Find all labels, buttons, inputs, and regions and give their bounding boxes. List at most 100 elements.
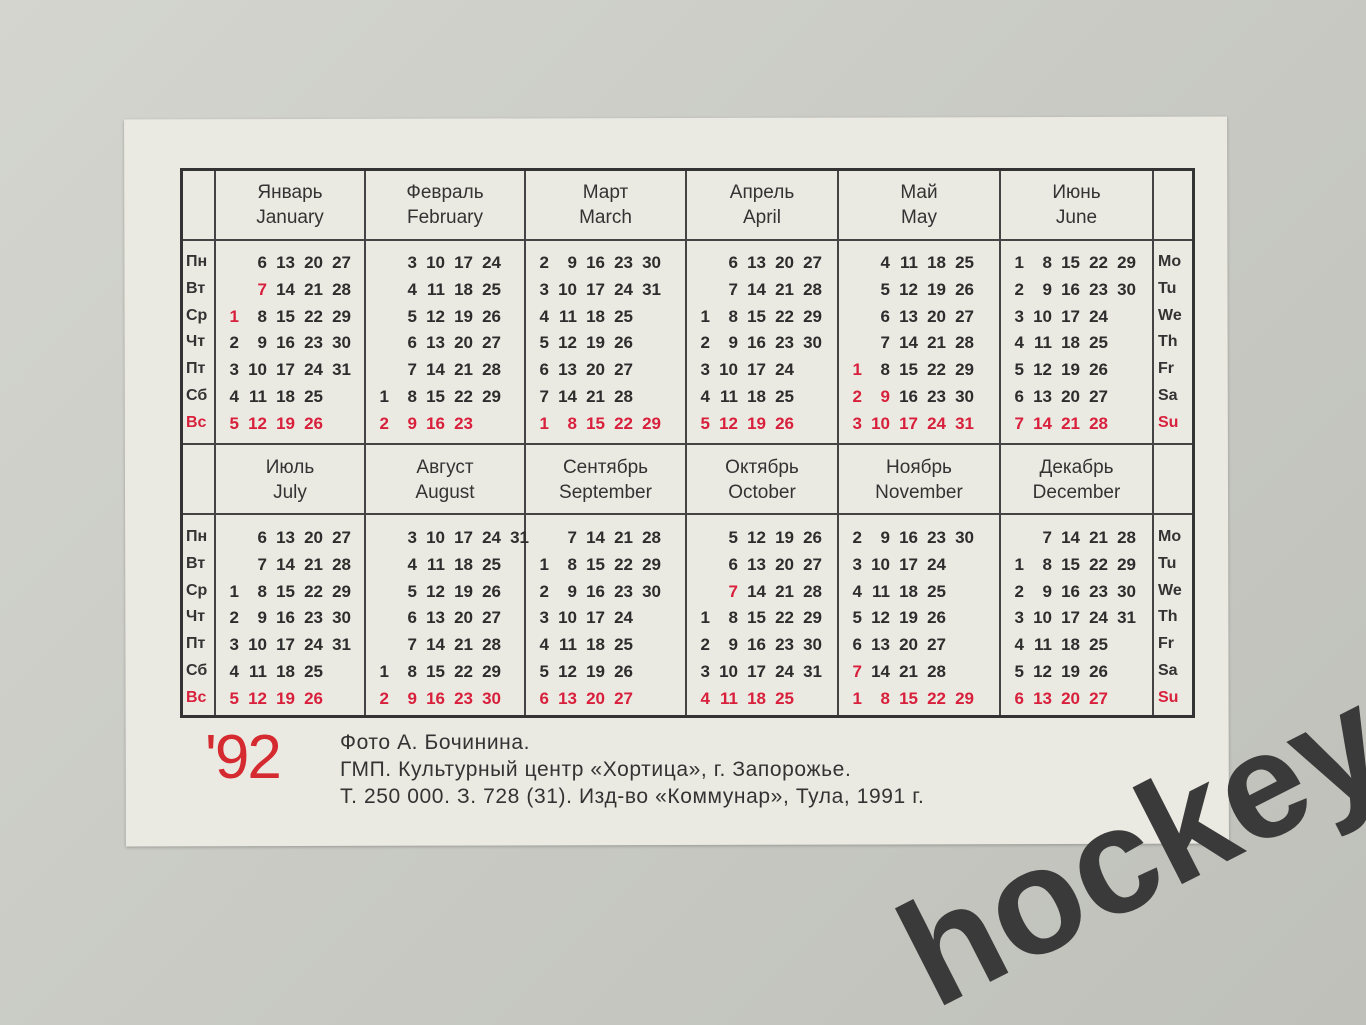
day-cell: 29 xyxy=(955,688,974,708)
day-cell: 14 xyxy=(276,554,295,574)
day-cell: 6 xyxy=(257,528,267,547)
day-cell: 25 xyxy=(614,635,633,655)
day-cell: 1 xyxy=(700,608,710,628)
day-cell: 20 xyxy=(304,528,323,547)
day-cell: 22 xyxy=(775,306,794,326)
day-cell: 15 xyxy=(899,688,918,708)
day-cell: 4 xyxy=(407,554,417,574)
day-cell: 25 xyxy=(1089,635,1108,655)
day-cell: 25 xyxy=(1089,333,1108,353)
day-cell: 11 xyxy=(720,387,738,406)
day-cell: 3 xyxy=(700,662,710,681)
day-cell: 28 xyxy=(1089,413,1108,433)
day-cell: 30 xyxy=(1117,581,1136,601)
day-cell: 3 xyxy=(852,413,862,433)
day-cell: 8 xyxy=(880,360,890,380)
day-cell: 4 xyxy=(229,387,239,406)
day-cell: 6 xyxy=(257,253,267,272)
day-cell: 11 xyxy=(1034,333,1052,353)
day-cell: 22 xyxy=(927,360,946,380)
day-cell: 20 xyxy=(1061,688,1080,708)
day-cell: 5 xyxy=(229,413,239,433)
day-cell: 28 xyxy=(642,528,661,547)
day-cell: 13 xyxy=(426,608,445,628)
day-cell: 1 xyxy=(379,662,389,681)
day-cell: 20 xyxy=(304,253,323,272)
day-cell: 18 xyxy=(276,387,295,406)
day-cell: 16 xyxy=(426,688,445,708)
day-cell: 11 xyxy=(427,279,445,299)
day-cell: 14 xyxy=(276,279,295,299)
day-cell: 1 xyxy=(539,554,549,574)
day-cell: 3 xyxy=(229,635,239,655)
weekday-ru: Вс xyxy=(186,413,207,431)
day-cell: 29 xyxy=(955,360,974,380)
day-cell: 4 xyxy=(229,662,239,681)
day-cell: 20 xyxy=(586,360,605,380)
day-cell: 12 xyxy=(248,413,267,433)
day-cell: 26 xyxy=(614,333,633,353)
day-cell: 12 xyxy=(1033,360,1052,380)
day-cell: 26 xyxy=(803,528,822,547)
day-cell: 18 xyxy=(1061,635,1080,655)
day-cell: 24 xyxy=(775,662,794,681)
weekday-ru: Чт xyxy=(186,608,206,626)
day-cell: 29 xyxy=(803,608,822,628)
day-cell: 23 xyxy=(927,528,946,547)
day-cell: 10 xyxy=(558,608,577,628)
day-cell: 31 xyxy=(510,528,529,547)
day-cell: 28 xyxy=(332,279,351,299)
weekday-en: Mo xyxy=(1158,528,1182,545)
day-cell: 17 xyxy=(747,360,766,380)
day-cell: 10 xyxy=(1033,608,1052,628)
day-cell: 12 xyxy=(558,333,577,353)
weekday-en: Tu xyxy=(1158,554,1177,572)
day-cell: 9 xyxy=(407,413,417,433)
day-cell: 17 xyxy=(899,413,918,433)
day-cell: 1 xyxy=(379,387,389,406)
day-cell: 17 xyxy=(586,279,605,299)
day-cell: 7 xyxy=(257,554,267,574)
day-cell: 8 xyxy=(407,662,417,681)
day-cell: 8 xyxy=(728,608,738,628)
day-cell: 21 xyxy=(775,581,794,601)
day-cell: 29 xyxy=(642,413,661,433)
day-cell: 21 xyxy=(927,333,946,353)
day-cell: 13 xyxy=(871,635,890,655)
day-cell: 10 xyxy=(719,360,738,380)
day-cell: 11 xyxy=(872,581,890,601)
day-cell: 14 xyxy=(426,360,445,380)
day-cell: 10 xyxy=(426,253,445,272)
day-cell: 9 xyxy=(567,581,577,601)
day-cell: 22 xyxy=(1089,554,1108,574)
weekday-en: Su xyxy=(1158,688,1179,706)
day-cell: 12 xyxy=(248,688,267,708)
day-cell: 13 xyxy=(747,554,766,574)
day-cell: 18 xyxy=(454,554,473,574)
day-cell: 22 xyxy=(1089,253,1108,272)
day-cell: 2 xyxy=(379,413,389,433)
day-cell: 11 xyxy=(559,635,577,655)
month-name-ru: Декабрь xyxy=(1039,457,1114,478)
day-cell: 16 xyxy=(1061,581,1080,601)
weekday-en: Th xyxy=(1158,333,1178,351)
day-cell: 15 xyxy=(586,554,605,574)
day-cell: 15 xyxy=(899,360,918,380)
day-cell: 25 xyxy=(955,253,974,272)
day-cell: 17 xyxy=(1061,608,1080,628)
day-cell: 21 xyxy=(304,554,323,574)
day-cell: 1 xyxy=(229,581,239,601)
day-cell: 11 xyxy=(559,306,577,326)
day-cell: 13 xyxy=(426,333,445,353)
day-cell: 7 xyxy=(880,333,890,353)
day-cell: 6 xyxy=(539,360,549,380)
month-name-en: February xyxy=(406,207,484,228)
day-cell: 25 xyxy=(482,554,501,574)
day-cell: 23 xyxy=(927,387,946,406)
day-cell: 15 xyxy=(1061,253,1080,272)
day-cell: 25 xyxy=(482,279,501,299)
day-cell: 5 xyxy=(407,306,417,326)
day-cell: 3 xyxy=(407,253,417,272)
day-cell: 10 xyxy=(558,279,577,299)
day-cell: 8 xyxy=(1042,253,1052,272)
